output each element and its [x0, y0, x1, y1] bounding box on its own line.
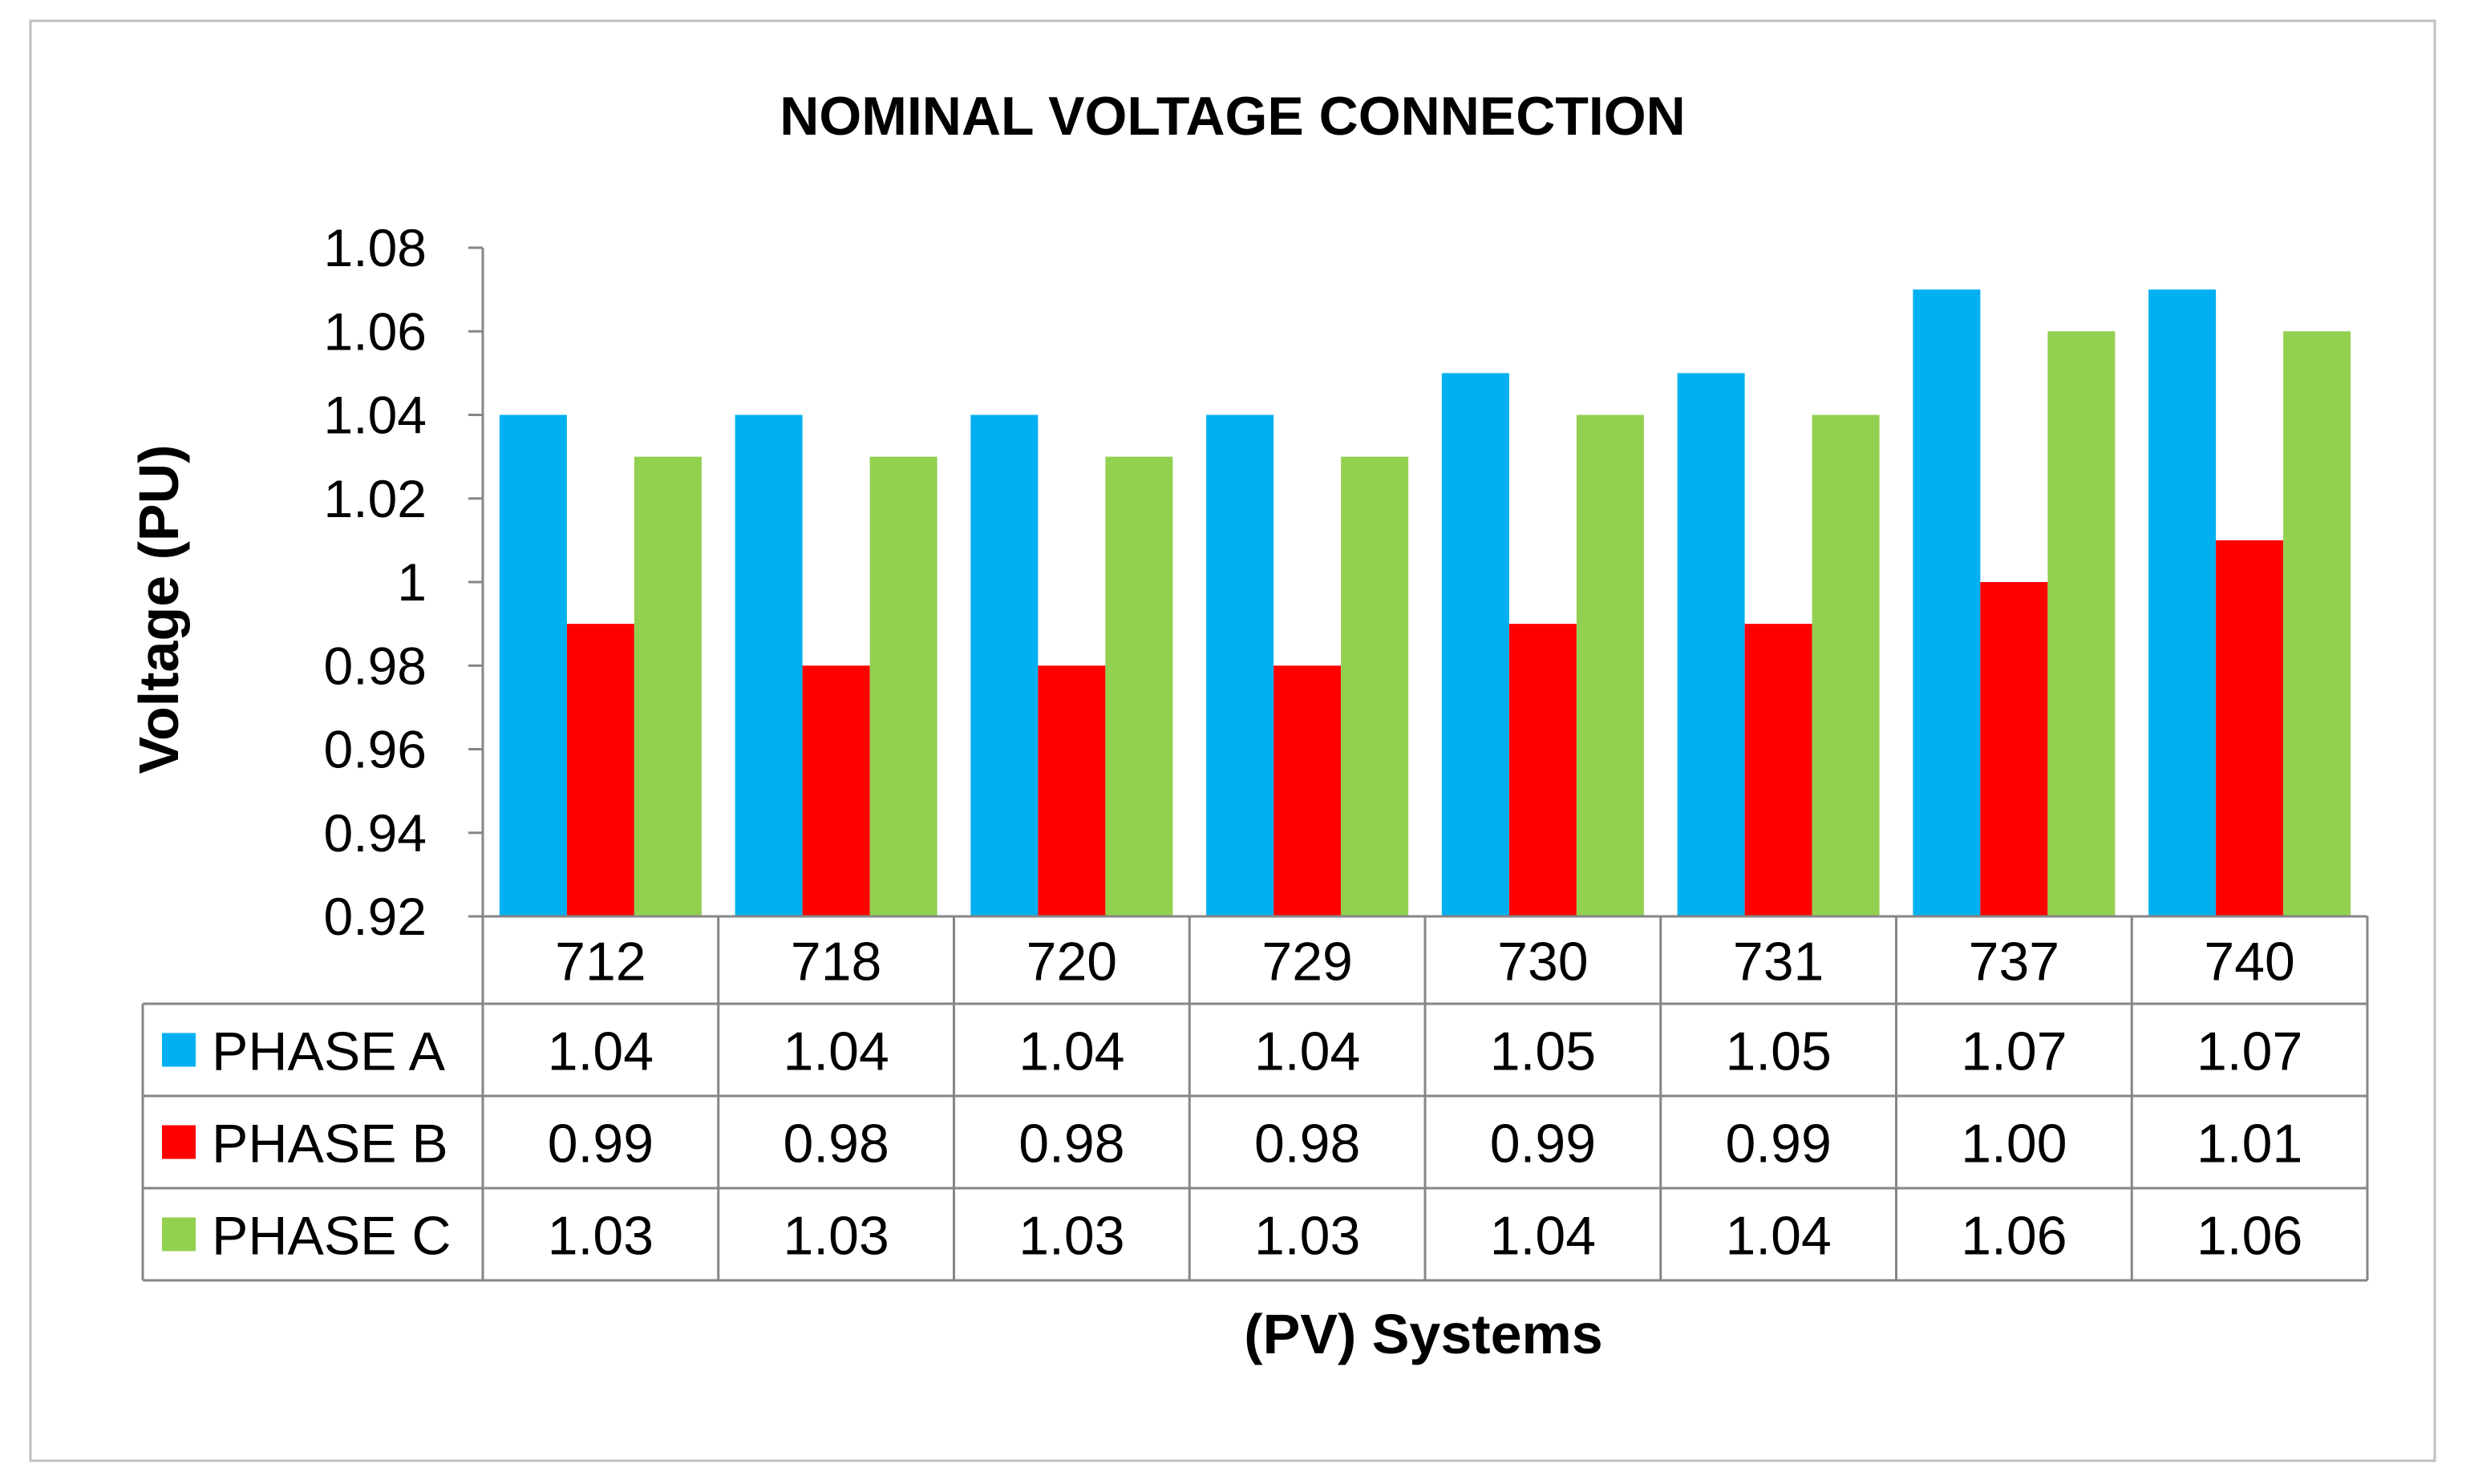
- bar-phase-b-731: [1744, 624, 1812, 916]
- bar-phase-a-730: [1441, 373, 1509, 916]
- y-tick-label: 0.98: [324, 636, 427, 695]
- legend-key-phase-c: [162, 1217, 196, 1251]
- y-tick-label: 1.02: [324, 469, 427, 528]
- bar-phase-c-740: [2283, 331, 2351, 916]
- bar-phase-b-737: [1980, 582, 2048, 916]
- y-tick-label: 0.94: [324, 803, 427, 863]
- category-label: 729: [1261, 932, 1352, 993]
- bar-phase-b-740: [2216, 540, 2284, 916]
- data-label-phase-a: 1.05: [1490, 1021, 1596, 1082]
- bar-phase-c-720: [1105, 456, 1173, 916]
- category-label: 737: [1969, 932, 2059, 993]
- bar-phase-c-718: [869, 456, 937, 916]
- data-label-phase-c: 1.06: [1961, 1206, 2067, 1267]
- data-label-phase-b: 1.01: [2197, 1114, 2302, 1175]
- data-label-phase-b: 0.98: [1254, 1114, 1360, 1175]
- data-label-phase-b: 1.00: [1961, 1114, 2067, 1175]
- category-label: 712: [555, 932, 646, 993]
- y-axis-title: Voltage (PU): [128, 445, 190, 774]
- data-label-phase-a: 1.04: [1018, 1021, 1124, 1082]
- category-label: 720: [1026, 932, 1117, 993]
- legend-label-phase-b: PHASE B: [212, 1114, 448, 1175]
- category-label: 740: [2204, 932, 2294, 993]
- category-label: 731: [1733, 932, 1824, 993]
- data-label-phase-b: 0.99: [548, 1114, 654, 1175]
- y-tick-label: 0.96: [324, 720, 427, 779]
- data-label-phase-c: 1.03: [548, 1206, 654, 1267]
- data-label-phase-c: 1.06: [2197, 1206, 2302, 1267]
- bar-phase-c-729: [1341, 456, 1409, 916]
- data-label-phase-a: 1.04: [783, 1021, 889, 1082]
- y-tick-label: 0.92: [324, 887, 427, 946]
- y-tick-label: 1.04: [324, 386, 427, 445]
- data-label-phase-c: 1.04: [1490, 1206, 1596, 1267]
- bar-phase-c-731: [1812, 414, 1880, 916]
- y-tick-label: 1.06: [324, 301, 427, 361]
- data-label-phase-b: 0.99: [1725, 1114, 1831, 1175]
- data-label-phase-c: 1.04: [1725, 1206, 1831, 1267]
- data-label-phase-a: 1.04: [548, 1021, 654, 1082]
- bar-phase-b-718: [802, 665, 870, 916]
- bar-phase-a-720: [970, 414, 1039, 916]
- bar-phase-b-730: [1508, 624, 1577, 916]
- data-label-phase-a: 1.05: [1725, 1021, 1831, 1082]
- bar-phase-c-737: [2047, 331, 2116, 916]
- y-tick-label: 1: [397, 552, 427, 612]
- data-label-phase-b: 0.99: [1490, 1114, 1596, 1175]
- data-label-phase-a: 1.04: [1254, 1021, 1360, 1082]
- data-label-phase-c: 1.03: [783, 1206, 889, 1267]
- bar-phase-c-730: [1576, 414, 1644, 916]
- legend-label-phase-a: PHASE A: [212, 1021, 446, 1082]
- bar-phase-a-731: [1677, 373, 1745, 916]
- category-label: 730: [1497, 932, 1588, 993]
- data-label-phase-b: 0.98: [1018, 1114, 1124, 1175]
- bar-phase-c-712: [634, 456, 702, 916]
- chart-title: NOMINAL VOLTAGE CONNECTION: [779, 86, 1686, 147]
- bar-phase-a-718: [735, 414, 803, 916]
- data-table: 712 718 720 729 730 731 737 740 PHASE A 1.04 1.04 1…: [141, 915, 2369, 1282]
- data-label-phase-c: 1.03: [1254, 1206, 1360, 1267]
- data-label-phase-a: 1.07: [2197, 1021, 2302, 1082]
- plot-area: 1.08 1.06 1.04 1.02 1 0.98 0.96 0.94 0.92: [324, 218, 2351, 946]
- bar-phase-a-740: [2148, 289, 2217, 916]
- data-label-phase-b: 0.98: [783, 1114, 889, 1175]
- legend-key-phase-b: [162, 1125, 196, 1159]
- bar-phase-a-729: [1206, 414, 1274, 916]
- bar-phase-a-712: [499, 414, 567, 916]
- data-label-phase-c: 1.03: [1018, 1206, 1124, 1267]
- legend-key-phase-a: [162, 1033, 196, 1067]
- data-label-phase-a: 1.07: [1961, 1021, 2067, 1082]
- x-axis-title: (PV) Systems: [1244, 1303, 1602, 1365]
- legend-label-phase-c: PHASE C: [212, 1206, 451, 1267]
- category-label: 718: [791, 932, 881, 993]
- bar-phase-a-737: [1913, 289, 1981, 916]
- bar-phase-b-729: [1273, 665, 1342, 916]
- y-tick-label: 1.08: [324, 218, 427, 277]
- bar-phase-b-712: [566, 624, 634, 916]
- bar-phase-b-720: [1038, 665, 1106, 916]
